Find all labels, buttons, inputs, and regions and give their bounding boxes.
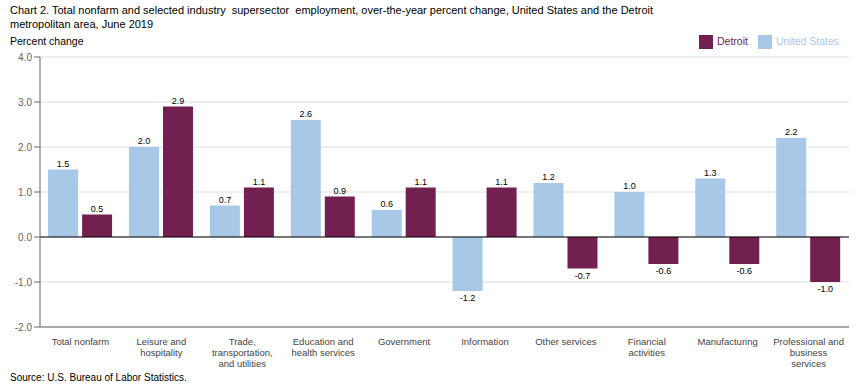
html-text:Percent change: Percent change xyxy=(10,35,84,47)
svg-text:Education andhealth services: Education andhealth services xyxy=(291,336,355,358)
svg-text:1.2: 1.2 xyxy=(542,172,555,182)
svg-text:2.0: 2.0 xyxy=(18,142,32,153)
svg-text:Government: Government xyxy=(378,336,431,347)
svg-text:0.9: 0.9 xyxy=(334,186,347,196)
svg-text:Information: Information xyxy=(461,336,509,347)
svg-text:Manufacturing: Manufacturing xyxy=(698,336,758,347)
svg-text:2.9: 2.9 xyxy=(172,96,185,106)
svg-text:0.7: 0.7 xyxy=(219,195,232,205)
svg-text:2.6: 2.6 xyxy=(300,109,313,119)
svg-text:1.1: 1.1 xyxy=(414,177,427,187)
svg-text:1.3: 1.3 xyxy=(704,168,717,178)
svg-text:0.6: 0.6 xyxy=(380,199,393,209)
svg-text:-1.0: -1.0 xyxy=(15,277,33,288)
svg-text:Other services: Other services xyxy=(535,336,596,347)
svg-text:-1.2: -1.2 xyxy=(460,293,476,303)
svg-text:4.0: 4.0 xyxy=(18,52,32,63)
svg-text:-0.7: -0.7 xyxy=(575,271,591,281)
svg-text:1.1: 1.1 xyxy=(253,177,266,187)
svg-text:Leisure andhospitality: Leisure andhospitality xyxy=(137,336,187,358)
svg-text:0.5: 0.5 xyxy=(91,204,104,214)
svg-text:Professional andbusinessservic: Professional andbusinessservices xyxy=(773,336,844,369)
html-text:Chart 2. Total nonfarm and sel: Chart 2. Total nonfarm and selected indu… xyxy=(10,4,653,16)
svg-text:Trade,transportation,and utili: Trade,transportation,and utilities xyxy=(212,336,273,369)
svg-text:-0.6: -0.6 xyxy=(656,266,672,276)
html-text:metropolitan area, June 2019: metropolitan area, June 2019 xyxy=(10,18,154,30)
svg-text:-0.6: -0.6 xyxy=(737,266,753,276)
html-text:Source: U.S. Bureau of Labor S: Source: U.S. Bureau of Labor Statistics. xyxy=(10,372,187,383)
svg-text:1.1: 1.1 xyxy=(495,177,508,187)
svg-text:-1.0: -1.0 xyxy=(817,284,833,294)
svg-text:Total nonfarm: Total nonfarm xyxy=(52,336,110,347)
svg-text:0.0: 0.0 xyxy=(18,232,32,243)
svg-text:2.0: 2.0 xyxy=(138,136,151,146)
svg-text:3.0: 3.0 xyxy=(18,97,32,108)
svg-text:Financialactivities: Financialactivities xyxy=(628,336,666,358)
svg-text:2.2: 2.2 xyxy=(785,127,798,137)
html-text:United States: United States xyxy=(776,35,839,47)
svg-text:1.0: 1.0 xyxy=(623,181,636,191)
html-text:Detroit: Detroit xyxy=(717,35,748,47)
svg-text:1.0: 1.0 xyxy=(18,187,32,198)
svg-text:1.5: 1.5 xyxy=(57,159,70,169)
svg-text:-2.0: -2.0 xyxy=(15,322,33,333)
